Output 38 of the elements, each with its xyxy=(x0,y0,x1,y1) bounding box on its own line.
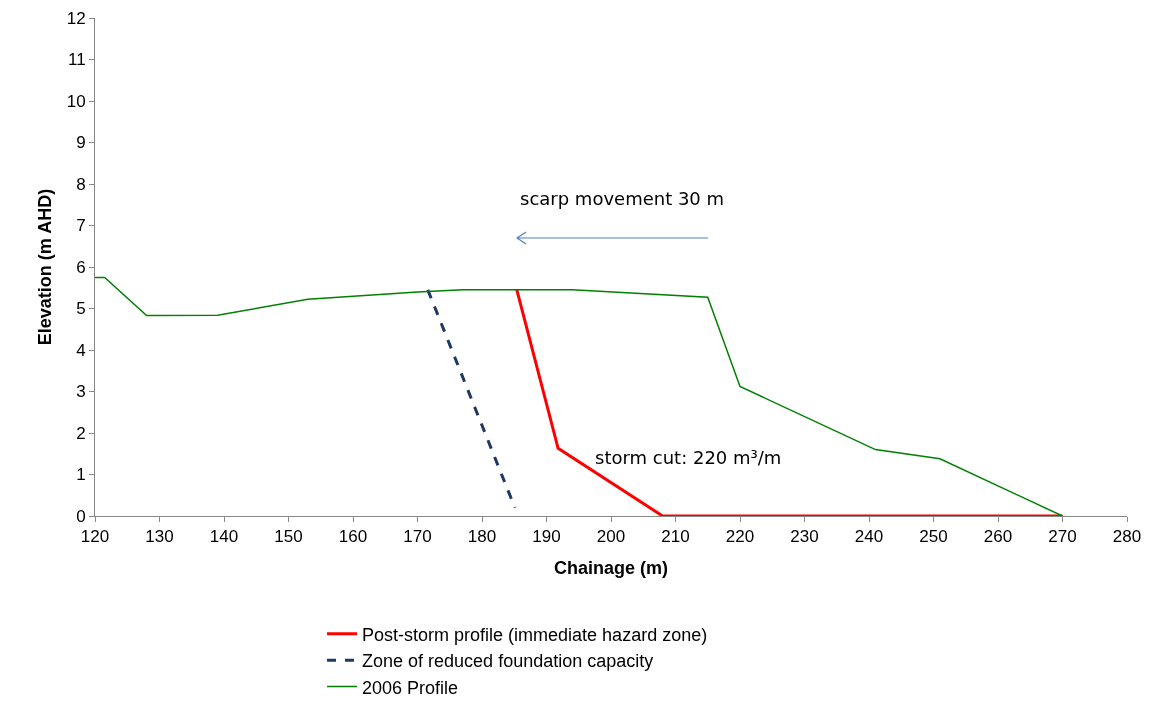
x-tick-label: 170 xyxy=(403,527,432,547)
y-tick-label: 10 xyxy=(66,91,86,111)
annotation: scarp movement 30 m xyxy=(520,188,725,209)
y-tick-label: 11 xyxy=(67,50,86,70)
legend-label: 2006 Profile xyxy=(362,677,459,698)
y-axis-title: Elevation (m AHD) xyxy=(34,188,55,346)
line-series xyxy=(95,276,1064,516)
x-tick-label: 260 xyxy=(983,527,1013,547)
y-tick-label: 2 xyxy=(76,423,86,443)
x-tick-label: 270 xyxy=(1048,527,1077,547)
y-tick-label: 4 xyxy=(76,340,86,360)
legend-label: Post-storm profile (immediate hazard zone) xyxy=(362,624,708,645)
x-tick-label: 190 xyxy=(532,527,561,547)
y-tick-label: 1 xyxy=(76,465,86,485)
y-tick-label: 9 xyxy=(76,133,86,153)
y-tick-label: 12 xyxy=(66,8,86,28)
x-tick-label: 120 xyxy=(80,527,110,547)
x-tick-label: 160 xyxy=(338,527,368,547)
y-tick-label: 0 xyxy=(76,506,86,526)
x-tick-label: 200 xyxy=(596,527,626,547)
y-tick-label: 3 xyxy=(76,382,86,402)
x-axis-title: Chainage (m) xyxy=(553,557,669,578)
annotation: storm cut: 220 m³/m xyxy=(595,447,782,468)
x-tick-label: 280 xyxy=(1112,527,1142,547)
x-tick-label: 180 xyxy=(467,527,497,547)
y-tick-label: 5 xyxy=(76,299,86,319)
x-tick-label: 150 xyxy=(274,527,303,547)
x-tick-label: 140 xyxy=(209,527,239,547)
legend-label: Zone of reduced foundation capacity xyxy=(362,651,654,672)
x-tick-label: 230 xyxy=(790,527,819,547)
x-tick-label: 220 xyxy=(725,527,755,547)
y-tick-label: 8 xyxy=(76,174,86,194)
x-tick-label: 250 xyxy=(919,527,948,547)
x-tick-label: 210 xyxy=(661,527,690,547)
x-tick-label: 130 xyxy=(145,527,174,547)
y-tick-label: 6 xyxy=(76,257,86,277)
x-tick-label: 240 xyxy=(854,527,884,547)
y-tick-label: 7 xyxy=(76,216,86,236)
